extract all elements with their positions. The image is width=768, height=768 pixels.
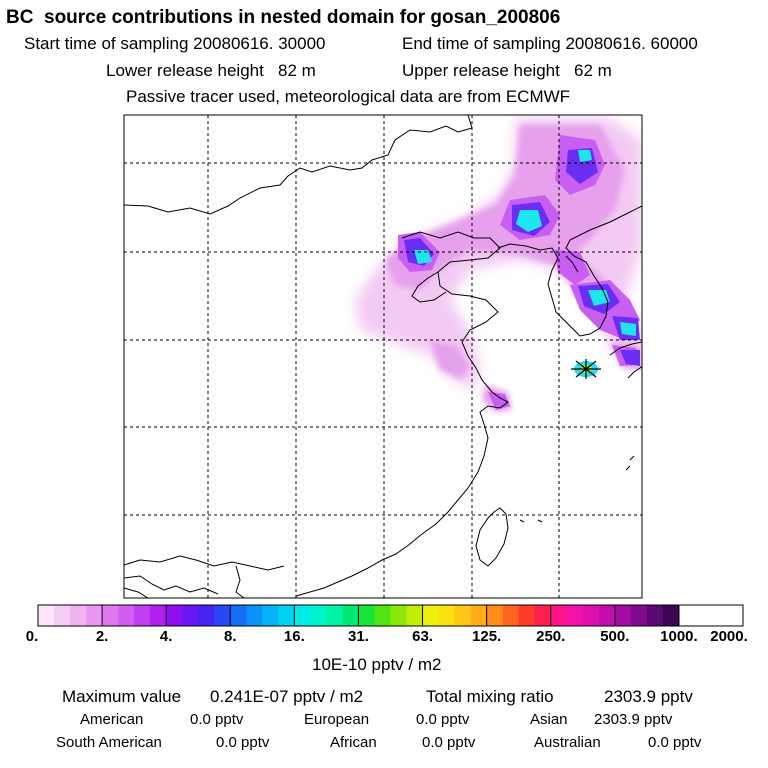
region-african-value: 0.0 pptv [422,734,476,751]
colorbar-cell [470,605,488,626]
colorbar-cell [214,605,231,626]
region-asian-label: Asian [530,711,568,728]
colorbar-cell [598,605,616,626]
plot-title: BC source contributions in nested domain… [6,7,561,28]
region-australian-value: 0.0 pptv [648,734,702,751]
colorbar-cell [198,605,215,626]
region-european-value: 0.0 pptv [416,711,470,728]
end-time-text: End time of sampling 20080616. 60000 [402,34,698,53]
region-african-label: African [330,734,377,751]
total-mixing-ratio-value: 2303.9 pptv [604,687,693,706]
colorbar-units: 10E-10 pptv / m2 [312,655,442,674]
max-value: 0.241E-07 pptv / m2 [210,687,364,706]
map-frame [123,114,643,599]
colorbar-cell [550,605,568,626]
colorbar-cell [326,605,343,626]
colorbar-tick-label: 250. [536,628,566,645]
colorbar-cell [134,605,151,626]
colorbar-cell [438,605,456,626]
colorbar-cell [294,605,311,626]
max-value-label: Maximum value [62,687,182,706]
colorbar-tick-label: 63. [412,628,433,645]
colorbar-cell [614,605,632,626]
total-mixing-ratio-label: Total mixing ratio [426,687,554,706]
plume-core [414,150,636,336]
colorbar-cell [182,605,199,626]
colorbar-cell [230,605,247,626]
region-european-label: European [304,711,370,728]
colorbar-cell [502,605,520,626]
colorbar-cell [646,605,664,626]
region-american-label: American [80,711,144,728]
colorbar-cell [70,605,87,626]
region-south-american-label: South American [56,734,162,751]
colorbar-cell [54,605,71,626]
colorbar-cell [374,605,391,626]
colorbar-cell [278,605,295,626]
upper-release-height-text: Upper release height 62 m [402,61,612,80]
colorbar-cell [390,605,408,626]
colorbar-cell [406,605,424,626]
colorbar-cell [310,605,327,626]
colorbar-frame [37,604,744,627]
colorbar-tick-label: 31. [348,628,369,645]
colorbar-cell [246,605,263,626]
colorbar-cell [662,605,680,626]
colorbar-tick-label: 8. [224,628,237,645]
colorbar-cell [518,605,536,626]
region-australian-label: Australian [534,734,601,751]
colorbar-cell [118,605,135,626]
colorbar-cell [454,605,472,626]
colorbar-cell [534,605,552,626]
lower-release-height-text: Lower release height 82 m [106,61,316,80]
region-asian-value: 2303.9 pptv [594,711,673,728]
model-note-text: Passive tracer used, meteorological data… [126,87,571,106]
region-south-american-value: 0.0 pptv [216,734,270,751]
colorbar-cell [358,605,375,626]
colorbar-tick-label: 1000. [660,628,698,645]
colorbar-cell [150,605,167,626]
start-time-text: Start time of sampling 20080616. 30000 [24,34,326,53]
region-american-value: 0.0 pptv [190,711,244,728]
colorbar-cell [582,605,600,626]
colorbar-cell [262,605,279,626]
colorbar-cell [486,605,504,626]
coastlines [124,115,642,598]
colorbar-tick-label: 500. [600,628,630,645]
receptor-hotspot [571,359,601,379]
lat-lon-grid [124,115,642,598]
colorbar-tick-label: 0. [25,628,39,645]
colorbar-cell [630,605,648,626]
colorbar-tick-label: 125. [472,628,502,645]
colorbar-cell [422,605,440,626]
colorbar-tick-label: 2000. [710,628,748,645]
colorbar-tick-label: 16. [283,628,305,645]
colorbar-cell [342,605,359,626]
colorbar-tick-label: 2. [95,628,109,645]
colorbar-cell [102,605,119,626]
colorbar-cell [86,605,103,626]
colorbar-tick-label: 4. [159,628,173,645]
colorbar-cell [566,605,584,626]
colorbar-cell [38,605,55,626]
colorbar-cell [166,605,183,626]
